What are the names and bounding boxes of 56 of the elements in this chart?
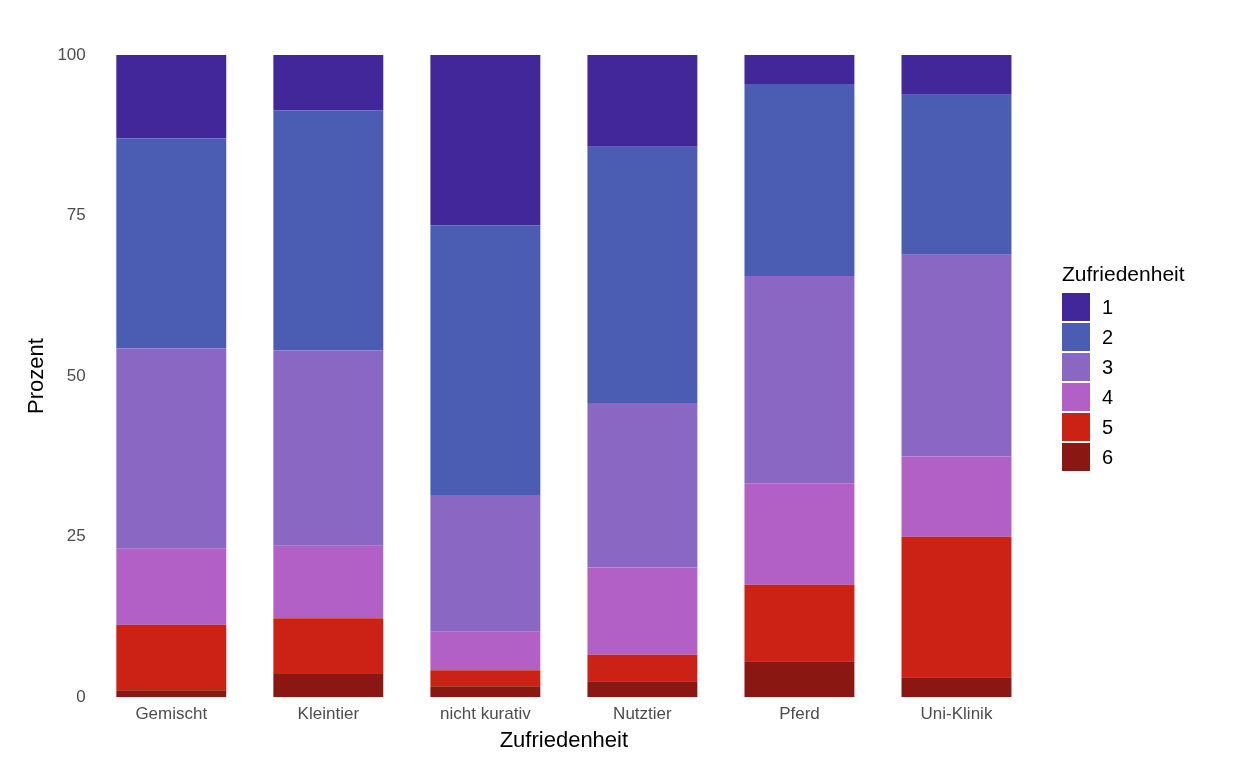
x-tick-label: Nutztier <box>613 704 673 724</box>
bar <box>587 55 698 147</box>
bar <box>116 548 227 625</box>
legend-label: 4 <box>1102 385 1114 409</box>
bar <box>901 536 1012 678</box>
bar <box>273 110 384 351</box>
bar <box>744 275 855 484</box>
bar <box>587 146 698 404</box>
legend-label: 5 <box>1102 415 1114 439</box>
y-tick-label: 100 <box>57 44 86 64</box>
bar <box>744 55 855 84</box>
x-tick-label: Pferd <box>779 704 820 724</box>
x-tick-label: Kleintier <box>297 704 360 724</box>
y-axis-title: Prozent <box>23 338 49 415</box>
bar <box>430 55 541 226</box>
bar <box>587 681 698 698</box>
bar <box>430 686 541 698</box>
x-tick-label: Gemischt <box>135 704 208 724</box>
bar <box>587 654 698 682</box>
legend-title: Zufriedenheit <box>1062 262 1185 286</box>
x-tick-label: Uni-Klinik <box>920 704 993 724</box>
bar <box>273 55 384 111</box>
x-tick-label: nicht kurativ <box>440 704 532 724</box>
bar <box>430 225 541 495</box>
x-axis-title: Zufriedenheit <box>499 726 629 752</box>
bar <box>587 567 698 655</box>
y-tick-label: 75 <box>66 205 86 225</box>
bar <box>116 348 227 549</box>
bar <box>901 55 1012 95</box>
bar <box>116 55 227 139</box>
bar <box>273 545 384 619</box>
bar <box>116 690 227 698</box>
bar <box>430 631 541 671</box>
bar <box>744 83 855 276</box>
legend-label: 2 <box>1102 325 1114 349</box>
bar <box>273 674 384 698</box>
legend-label: 6 <box>1102 445 1114 469</box>
bar <box>116 624 227 691</box>
bar <box>430 494 541 632</box>
bar <box>744 584 855 662</box>
y-tick-label: 50 <box>66 365 86 385</box>
bar <box>273 350 384 546</box>
bar <box>901 456 1012 537</box>
bar <box>587 403 698 568</box>
bar <box>901 677 1012 698</box>
bar <box>116 138 227 349</box>
bar <box>744 661 855 698</box>
bar <box>901 94 1012 255</box>
y-tick-label: 25 <box>66 526 86 546</box>
legend-label: 3 <box>1102 355 1114 379</box>
bar <box>430 670 541 687</box>
y-tick-label: 0 <box>76 686 86 706</box>
bar <box>744 483 855 585</box>
legend-label: 1 <box>1102 295 1114 319</box>
bar <box>273 618 384 675</box>
bar <box>901 254 1012 457</box>
